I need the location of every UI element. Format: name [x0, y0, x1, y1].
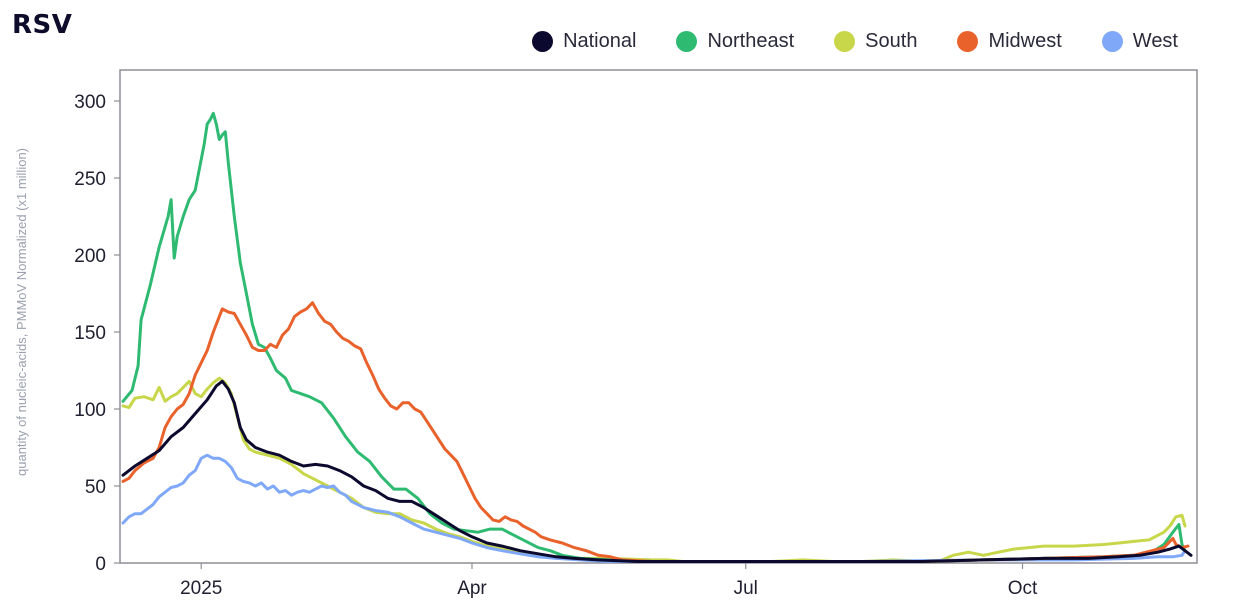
- x-tick-label: 2025: [180, 578, 222, 599]
- x-axis: 2025 Apr Jul Oct: [180, 563, 1038, 599]
- series-line-west[interactable]: [121, 453, 1187, 563]
- legend-item-northeast[interactable]: Northeast: [676, 30, 794, 53]
- legend-item-west[interactable]: West: [1101, 30, 1178, 53]
- y-tick-label: 300: [74, 92, 106, 113]
- series-line-national[interactable]: [121, 379, 1193, 563]
- x-tick-label: Jul: [734, 578, 758, 599]
- legend-swatch-northeast: [676, 31, 698, 52]
- plot-frame: [119, 69, 1198, 564]
- y-tick-label: 200: [74, 246, 106, 267]
- legend-item-national[interactable]: National: [532, 30, 636, 53]
- y-axis: 0 50 100 150 200 250 300: [74, 92, 120, 575]
- y-axis-label: quantity of nucleic-acids, PMMoV Normali…: [14, 148, 29, 476]
- series-line-midwest[interactable]: [121, 301, 1190, 563]
- y-tick-label: 150: [74, 323, 106, 344]
- series-line-south[interactable]: [121, 376, 1187, 563]
- legend-label-national: National: [563, 30, 637, 52]
- chart-legend: National Northeast South Midwest West: [532, 30, 1178, 53]
- legend-label-northeast: Northeast: [707, 30, 795, 52]
- legend-label-midwest: Midwest: [988, 30, 1062, 52]
- y-tick-label: 0: [95, 554, 106, 575]
- legend-swatch-national: [532, 31, 554, 52]
- x-tick-label: Oct: [1008, 578, 1038, 599]
- legend-label-west: West: [1132, 30, 1178, 52]
- legend-swatch-south: [834, 31, 856, 52]
- chart-title: RSV: [12, 10, 73, 40]
- legend-item-south[interactable]: South: [834, 30, 917, 53]
- y-tick-label: 100: [74, 400, 106, 421]
- legend-item-midwest[interactable]: Midwest: [957, 30, 1062, 53]
- y-tick-label: 50: [85, 477, 106, 498]
- x-tick-label: Apr: [457, 578, 487, 599]
- legend-swatch-midwest: [957, 31, 979, 52]
- legend-swatch-west: [1101, 31, 1123, 52]
- y-tick-label: 250: [74, 169, 106, 190]
- series-layer: [121, 111, 1193, 563]
- legend-label-south: South: [865, 30, 918, 52]
